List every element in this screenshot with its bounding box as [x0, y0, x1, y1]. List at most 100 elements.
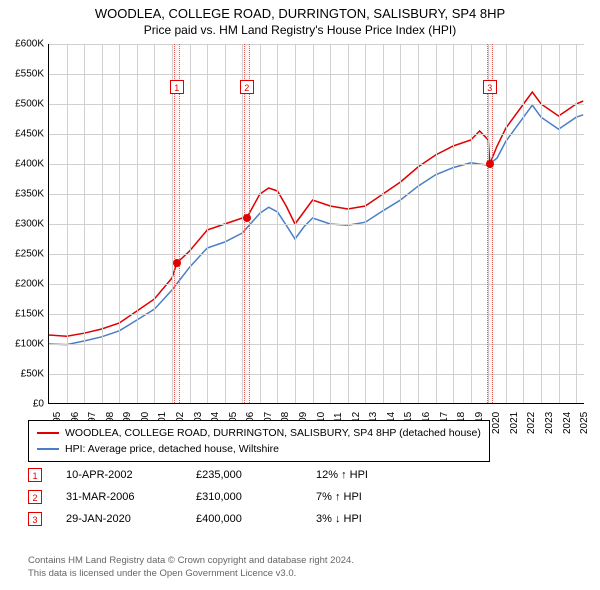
series-line-property [49, 92, 583, 336]
gridline-h [49, 284, 584, 285]
gridline-h [49, 224, 584, 225]
gridline-h [49, 134, 584, 135]
y-axis-label: £250K [0, 249, 44, 260]
y-axis-label: £100K [0, 339, 44, 350]
legend: WOODLEA, COLLEGE ROAD, DURRINGTON, SALIS… [28, 420, 490, 462]
y-axis-label: £450K [0, 129, 44, 140]
footer-line-1: Contains HM Land Registry data © Crown c… [28, 555, 354, 567]
footer-line-2: This data is licensed under the Open Gov… [28, 568, 354, 580]
sales-row: 2 31-MAR-2006£310,0007% ↑ HPI [28, 486, 406, 508]
gridline-v [313, 44, 314, 403]
sales-row-badge: 3 [28, 512, 42, 526]
sales-row-date: 10-APR-2002 [66, 469, 196, 481]
gridline-h [49, 314, 584, 315]
sales-row-badge: 2 [28, 490, 42, 504]
y-axis-label: £550K [0, 69, 44, 80]
x-axis-label: 2024 [562, 412, 573, 434]
sales-row-delta: 7% ↑ HPI [316, 491, 406, 503]
y-axis-label: £400K [0, 159, 44, 170]
gridline-v [84, 44, 85, 403]
gridline-v [400, 44, 401, 403]
gridline-v [471, 44, 472, 403]
gridline-v [383, 44, 384, 403]
chart-container: WOODLEA, COLLEGE ROAD, DURRINGTON, SALIS… [0, 0, 600, 590]
x-axis-label: 2020 [491, 412, 502, 434]
sales-row: 1 10-APR-2002£235,00012% ↑ HPI [28, 464, 406, 486]
sales-row: 3 29-JAN-2020£400,0003% ↓ HPI [28, 508, 406, 530]
gridline-v [541, 44, 542, 403]
gridline-v [523, 44, 524, 403]
gridline-v [225, 44, 226, 403]
gridline-h [49, 44, 584, 45]
sales-row-badge: 1 [28, 468, 42, 482]
gridline-v [154, 44, 155, 403]
gridline-v [102, 44, 103, 403]
sale-marker-badge: 2 [240, 80, 254, 94]
sale-marker-band [487, 44, 493, 403]
gridline-v [260, 44, 261, 403]
gridline-v [559, 44, 560, 403]
y-axis-label: £50K [0, 369, 44, 380]
x-axis-label: 2021 [509, 412, 520, 434]
sales-row-price: £310,000 [196, 491, 316, 503]
sale-marker-band [244, 44, 250, 403]
y-axis-label: £500K [0, 99, 44, 110]
legend-item: WOODLEA, COLLEGE ROAD, DURRINGTON, SALIS… [37, 425, 481, 441]
legend-label: HPI: Average price, detached house, Wilt… [65, 443, 279, 455]
sale-dot [173, 259, 181, 267]
sale-dot [243, 214, 251, 222]
plot-region: £0£50K£100K£150K£200K£250K£300K£350K£400… [48, 44, 584, 404]
gridline-v [67, 44, 68, 403]
gridline-v [277, 44, 278, 403]
legend-item: HPI: Average price, detached house, Wilt… [37, 441, 481, 457]
x-axis-label: 2023 [544, 412, 555, 434]
gridline-h [49, 104, 584, 105]
gridline-h [49, 344, 584, 345]
chart-subtitle: Price paid vs. HM Land Registry's House … [0, 23, 600, 37]
gridline-v [453, 44, 454, 403]
gridline-v [207, 44, 208, 403]
y-axis-label: £200K [0, 279, 44, 290]
gridline-v [330, 44, 331, 403]
sale-marker-badge: 3 [483, 80, 497, 94]
legend-label: WOODLEA, COLLEGE ROAD, DURRINGTON, SALIS… [65, 427, 481, 439]
gridline-h [49, 374, 584, 375]
gridline-h [49, 74, 584, 75]
title-block: WOODLEA, COLLEGE ROAD, DURRINGTON, SALIS… [0, 0, 600, 37]
sale-dot [486, 160, 494, 168]
sales-row-price: £235,000 [196, 469, 316, 481]
sale-marker-badge: 1 [170, 80, 184, 94]
sale-marker-band [174, 44, 180, 403]
gridline-v [365, 44, 366, 403]
x-axis-label: 2022 [526, 412, 537, 434]
gridline-v [506, 44, 507, 403]
y-axis-label: £150K [0, 309, 44, 320]
sales-table: 1 10-APR-2002£235,00012% ↑ HPI 2 31-MAR-200… [28, 464, 406, 530]
x-axis-label: 2025 [579, 412, 590, 434]
footer-attribution: Contains HM Land Registry data © Crown c… [28, 555, 354, 580]
y-axis-label: £600K [0, 39, 44, 50]
gridline-v [576, 44, 577, 403]
chart-area: £0£50K£100K£150K£200K£250K£300K£350K£400… [48, 44, 584, 404]
y-axis-label: £350K [0, 189, 44, 200]
sales-row-delta: 12% ↑ HPI [316, 469, 406, 481]
legend-swatch [37, 432, 59, 434]
gridline-h [49, 254, 584, 255]
gridline-h [49, 194, 584, 195]
sales-row-delta: 3% ↓ HPI [316, 513, 406, 525]
y-axis-label: £0 [0, 399, 44, 410]
sales-row-date: 29-JAN-2020 [66, 513, 196, 525]
gridline-v [418, 44, 419, 403]
sales-row-price: £400,000 [196, 513, 316, 525]
gridline-h [49, 164, 584, 165]
gridline-v [190, 44, 191, 403]
y-axis-label: £300K [0, 219, 44, 230]
gridline-v [137, 44, 138, 403]
gridline-v [436, 44, 437, 403]
gridline-v [348, 44, 349, 403]
gridline-v [119, 44, 120, 403]
chart-title: WOODLEA, COLLEGE ROAD, DURRINGTON, SALIS… [0, 6, 600, 21]
gridline-v [295, 44, 296, 403]
sales-row-date: 31-MAR-2006 [66, 491, 196, 503]
legend-swatch [37, 448, 59, 450]
